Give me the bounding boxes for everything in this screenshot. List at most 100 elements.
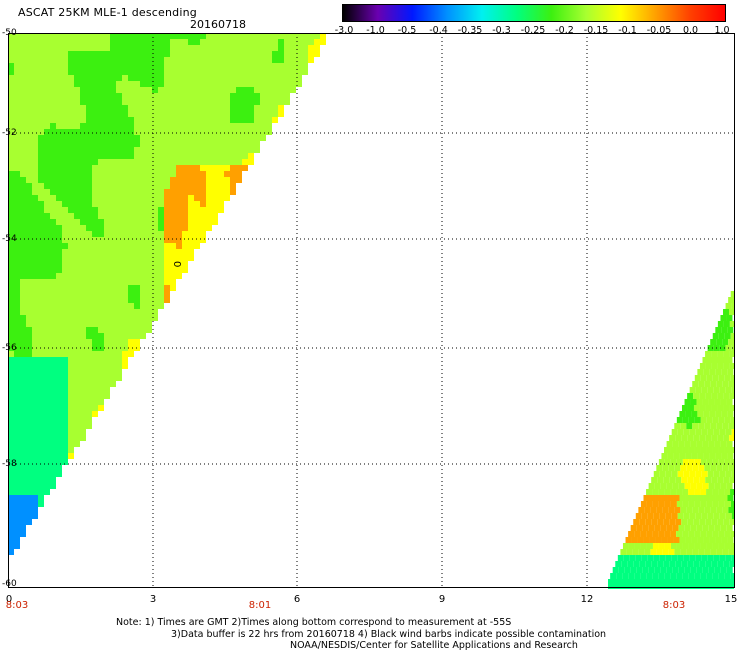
wind-cell xyxy=(92,261,98,267)
wind-cell xyxy=(188,81,194,87)
wind-cell xyxy=(684,525,691,531)
wind-cell xyxy=(32,141,38,147)
wind-cell xyxy=(248,147,254,153)
wind-cell xyxy=(206,39,212,45)
wind-cell xyxy=(170,117,176,123)
wind-cell xyxy=(32,207,38,213)
wind-cell xyxy=(170,165,176,171)
wind-cell xyxy=(164,153,170,159)
wind-cell xyxy=(254,141,260,147)
wind-cell xyxy=(80,81,86,87)
wind-cell xyxy=(188,171,194,177)
wind-cell xyxy=(56,261,62,267)
wind-cell xyxy=(272,87,278,93)
wind-cell xyxy=(32,273,38,279)
wind-cell xyxy=(104,99,110,105)
wind-cell xyxy=(212,135,218,141)
wind-cell xyxy=(98,153,104,159)
wind-cell xyxy=(170,123,176,129)
wind-cell xyxy=(26,195,32,201)
wind-cell xyxy=(708,483,715,489)
wind-cell xyxy=(200,141,206,147)
wind-cell xyxy=(714,441,721,447)
wind-cell xyxy=(224,189,230,195)
wind-cell xyxy=(14,489,20,495)
wind-cell xyxy=(675,435,682,441)
wind-cell xyxy=(68,363,74,369)
wind-cell xyxy=(176,207,182,213)
wind-cell xyxy=(62,405,68,411)
wind-cell xyxy=(651,561,658,567)
wind-cell xyxy=(92,129,98,135)
wind-cell xyxy=(236,69,242,75)
wind-cell xyxy=(200,33,206,39)
wind-cell xyxy=(86,219,92,225)
wind-cell xyxy=(56,195,62,201)
wind-cell xyxy=(26,351,32,357)
wind-cell xyxy=(724,417,731,423)
wind-cell xyxy=(74,111,80,117)
wind-cell xyxy=(176,273,182,279)
wind-cell xyxy=(62,429,68,435)
wind-cell xyxy=(80,213,86,219)
wind-cell xyxy=(80,435,86,441)
wind-cell xyxy=(278,33,284,39)
wind-cell xyxy=(50,363,56,369)
wind-cell xyxy=(26,399,32,405)
wind-cell xyxy=(68,369,74,375)
wind-cell xyxy=(200,123,206,129)
lat-label: -58 xyxy=(2,459,17,469)
wind-cell xyxy=(92,345,98,351)
wind-cell xyxy=(44,117,50,123)
wind-cell xyxy=(56,111,62,117)
wind-cell xyxy=(242,147,248,153)
wind-cell xyxy=(708,525,715,531)
wind-cell xyxy=(236,159,242,165)
wind-cell xyxy=(50,159,56,165)
wind-cell xyxy=(152,111,158,117)
wind-cell xyxy=(182,207,188,213)
wind-cell xyxy=(80,417,86,423)
wind-cell xyxy=(648,483,655,489)
wind-cell xyxy=(44,129,50,135)
wind-cell xyxy=(128,261,134,267)
wind-cell xyxy=(700,543,707,549)
wind-cell xyxy=(206,45,212,51)
wind-cell xyxy=(38,141,44,147)
wind-cell xyxy=(56,177,62,183)
wind-cell xyxy=(92,57,98,63)
wind-cell xyxy=(688,531,695,537)
wind-cell xyxy=(158,159,164,165)
wind-cell xyxy=(32,93,38,99)
wind-cell xyxy=(20,153,26,159)
wind-cell xyxy=(152,219,158,225)
wind-cell xyxy=(206,135,212,141)
wind-cell xyxy=(74,405,80,411)
wind-cell xyxy=(38,423,44,429)
wind-cell xyxy=(32,315,38,321)
wind-cell xyxy=(158,147,164,153)
wind-cell xyxy=(146,165,152,171)
wind-cell xyxy=(38,327,44,333)
wind-cell xyxy=(218,177,224,183)
wind-cell xyxy=(116,177,122,183)
wind-cell xyxy=(62,255,68,261)
wind-cell xyxy=(44,291,50,297)
wind-cell xyxy=(80,93,86,99)
wind-cell xyxy=(200,153,206,159)
wind-cell xyxy=(182,117,188,123)
wind-cell xyxy=(714,525,721,531)
wind-cell xyxy=(170,93,176,99)
wind-cell xyxy=(170,207,176,213)
wind-cell xyxy=(68,213,74,219)
wind-cell xyxy=(38,249,44,255)
wind-cell xyxy=(62,411,68,417)
wind-cell xyxy=(671,555,678,561)
wind-cell xyxy=(140,201,146,207)
wind-cell xyxy=(74,123,80,129)
wind-cell xyxy=(20,267,26,273)
wind-cell xyxy=(56,267,62,273)
wind-cell xyxy=(158,39,164,45)
wind-cell xyxy=(80,225,86,231)
wind-cell xyxy=(122,189,128,195)
